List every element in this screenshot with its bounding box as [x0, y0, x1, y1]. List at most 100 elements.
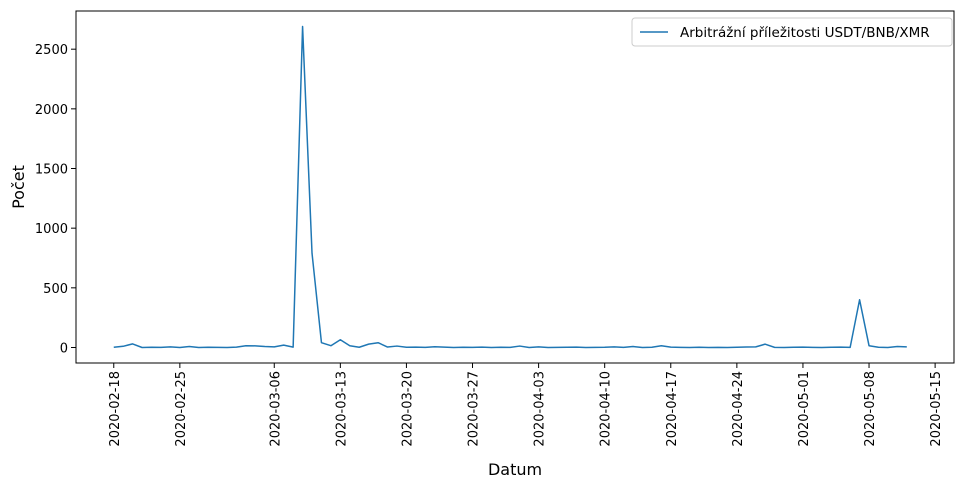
data-point: [395, 345, 398, 348]
data-point: [594, 346, 597, 349]
legend: Arbitrážní příležitosti USDT/BNB/XMR: [631, 17, 953, 47]
x-tick-label: 2020-03-06: [268, 371, 283, 447]
data-point: [754, 345, 757, 348]
y-axis: 0 500 1000 1500 2000 2500: [35, 43, 76, 356]
data-point: [197, 346, 200, 349]
x-tick-label: 2020-02-18: [108, 371, 123, 447]
data-point: [386, 346, 389, 349]
data-point: [896, 345, 899, 348]
x-axis: 2020-02-18 2020-02-25 2020-03-06 2020-03-13…: [108, 363, 944, 447]
data-point: [650, 346, 653, 349]
data-point: [575, 346, 578, 349]
data-point: [735, 346, 738, 349]
y-tick-label: 2000: [35, 103, 68, 118]
data-point: [131, 342, 134, 345]
legend-box: [631, 17, 953, 47]
data-point: [792, 346, 795, 349]
data-point: [584, 346, 587, 349]
x-tick-label: 2020-05-01: [797, 371, 812, 447]
data-point: [745, 346, 748, 349]
data-point: [698, 346, 701, 349]
data-point: [178, 346, 181, 349]
data-point: [528, 346, 531, 349]
x-tick-label: 2020-03-20: [400, 371, 415, 447]
data-point: [282, 344, 285, 347]
data-point: [905, 345, 908, 348]
data-point: [801, 346, 804, 349]
data-point: [830, 346, 833, 349]
x-tick-label: 2020-04-24: [731, 371, 746, 447]
y-tick-label: 500: [43, 282, 68, 297]
data-point: [641, 346, 644, 349]
data-point: [471, 346, 474, 349]
data-point: [858, 298, 861, 301]
legend-label: Arbitrážní příležitosti USDT/BNB/XMR: [680, 25, 930, 41]
y-tick-label: 1000: [35, 222, 68, 237]
data-point: [273, 345, 276, 348]
data-point: [377, 341, 380, 344]
data-point: [462, 346, 465, 349]
data-point: [339, 338, 342, 341]
x-tick-label: 2020-03-13: [334, 371, 349, 447]
data-point: [414, 346, 417, 349]
data-point: [669, 346, 672, 349]
data-point: [660, 344, 663, 347]
data-point: [886, 346, 889, 349]
data-point: [311, 252, 314, 255]
x-tick-label: 2020-02-25: [174, 371, 189, 447]
data-point: [141, 346, 144, 349]
data-point: [820, 346, 823, 349]
data-point: [556, 346, 559, 349]
data-point: [169, 345, 172, 348]
data-point: [358, 346, 361, 349]
data-point: [188, 345, 191, 348]
data-point: [226, 346, 229, 349]
data-point: [159, 346, 162, 349]
data-point: [244, 344, 247, 347]
data-point: [452, 346, 455, 349]
data-point: [547, 346, 550, 349]
y-axis-title: Počet: [9, 165, 28, 209]
data-point: [783, 346, 786, 349]
x-tick-label: 2020-04-10: [599, 371, 614, 447]
x-tick-label: 2020-03-27: [467, 371, 482, 447]
data-point: [405, 346, 408, 349]
data-point: [868, 344, 871, 347]
data-point: [443, 346, 446, 349]
data-point: [490, 346, 493, 349]
data-point: [688, 346, 691, 349]
data-point: [207, 346, 210, 349]
data-point: [773, 346, 776, 349]
data-point: [122, 345, 125, 348]
data-point: [509, 346, 512, 349]
x-tick-label: 2020-05-15: [929, 371, 944, 447]
data-point: [301, 25, 304, 28]
x-tick-label: 2020-05-08: [863, 371, 878, 447]
y-tick-label: 1500: [35, 163, 68, 178]
data-point: [263, 345, 266, 348]
data-point: [565, 346, 568, 349]
data-point: [424, 346, 427, 349]
y-tick-label: 0: [60, 341, 68, 356]
plot-area: [75, 10, 955, 364]
data-point: [811, 346, 814, 349]
data-point: [877, 346, 880, 349]
data-point: [613, 345, 616, 348]
data-point: [433, 345, 436, 348]
data-point: [348, 344, 351, 347]
data-point: [849, 346, 852, 349]
data-point: [254, 344, 257, 347]
data-point: [235, 346, 238, 349]
data-point: [632, 345, 635, 348]
data-point: [603, 346, 606, 349]
x-axis-title: Datum: [488, 460, 542, 477]
data-point: [518, 345, 521, 348]
data-point: [480, 346, 483, 349]
data-point: [150, 346, 153, 349]
x-tick-label: 2020-04-17: [665, 371, 680, 447]
data-point: [367, 343, 370, 346]
data-point: [329, 344, 332, 347]
x-tick-label: 2020-04-03: [533, 371, 548, 447]
data-point: [726, 346, 729, 349]
